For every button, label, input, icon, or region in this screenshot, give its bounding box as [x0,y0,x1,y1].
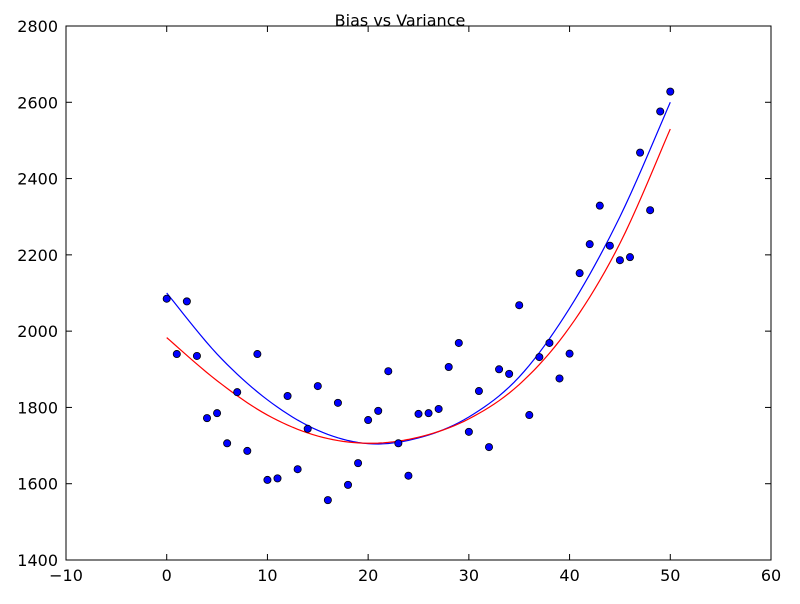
fit-curve-red [166,128,671,444]
scatter-point [354,459,363,468]
scatter-point [243,446,252,455]
y-tick-label: 2400 [17,170,58,189]
scatter-point [394,439,403,448]
x-tick-label: 0 [162,566,172,585]
scatter-point [343,480,352,489]
scatter-point [172,350,181,359]
scatter-point [444,362,453,371]
x-tick-label: 40 [559,566,579,585]
axes-frame [65,25,772,561]
scatter-point [646,206,655,215]
scatter-point [495,365,504,374]
scatter-point [626,253,635,262]
fit-curve-blue [166,102,671,445]
scatter-point [223,439,232,448]
scatter-point [303,424,312,433]
scatter-point [636,148,645,157]
y-tick-label: 2200 [17,246,58,265]
x-tick-label: 20 [358,566,378,585]
scatter-point [595,201,604,210]
scatter-point [656,107,665,116]
scatter-point [615,256,624,265]
x-tick-label: 30 [459,566,479,585]
scatter-point [474,387,483,396]
scatter-point [162,294,171,303]
scatter-point [263,475,272,484]
scatter-point [233,388,242,397]
scatter-point [374,406,383,415]
scatter-point [273,474,282,483]
scatter-point [253,350,262,359]
plot-area-border [65,25,772,561]
y-tick-label: 2600 [17,93,58,112]
y-tick-label: 1600 [17,475,58,494]
scatter-point [464,427,473,436]
plot-content [162,87,675,505]
scatter-point [575,269,584,278]
scatter-point [545,338,554,347]
scatter-point [666,87,675,96]
y-tick-label: 1800 [17,398,58,417]
y-tick-label: 2000 [17,322,58,341]
scatter-point [414,409,423,418]
scatter-point [585,240,594,249]
scatter-point [454,338,463,347]
scatter-point [283,391,292,400]
scatter-point [535,353,544,362]
scatter-point [192,351,201,360]
scatter-point [565,349,574,358]
scatter-point [313,382,322,391]
y-tick-label: 1400 [17,551,58,570]
scatter-point [424,409,433,418]
scatter-point [384,367,393,376]
scatter-point [364,416,373,425]
scatter-point [293,465,302,474]
scatter-point [333,398,342,407]
x-tick-label: 50 [660,566,680,585]
scatter-point [605,241,614,250]
x-tick-label: 10 [257,566,277,585]
scatter-point [515,301,524,310]
y-axis-ticks: 1400 1600 1800 2000 2200 2400 2600 2800 [17,17,771,570]
scatter-point [182,297,191,306]
y-tick-label: 2800 [17,17,58,36]
x-tick-label: −10 [49,566,83,585]
scatter-point [434,404,443,413]
scatter-point [525,411,534,420]
scatter-point [484,443,493,452]
scatter-point [505,369,514,378]
scatter-point [213,409,222,418]
scatter-point [404,471,413,480]
x-tick-label: 60 [761,566,781,585]
scatter-point [323,496,332,505]
scatter-point [555,374,564,383]
scatter-point [202,414,211,423]
chart-title: Bias vs Variance [335,11,466,30]
x-axis-ticks: −10 0 10 20 30 40 50 60 [49,26,781,585]
